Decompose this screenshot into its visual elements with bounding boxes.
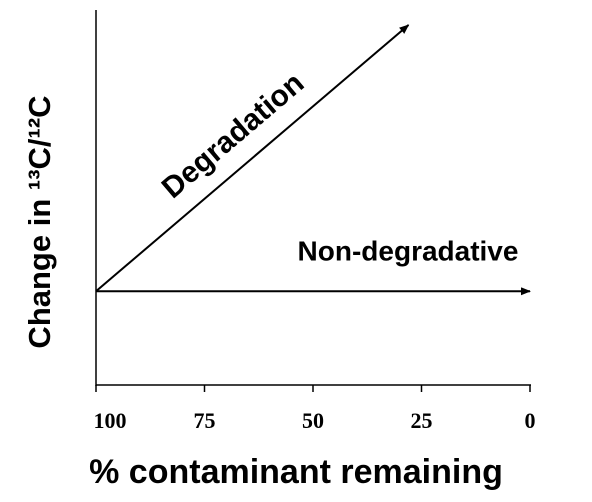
x-tick-label: 25 bbox=[411, 408, 433, 433]
x-tick-label: 50 bbox=[302, 408, 324, 433]
series-label: Non-degradative bbox=[298, 236, 519, 267]
y-axis-label: Change in ¹³C/¹²C bbox=[22, 95, 57, 348]
x-tick-label: 75 bbox=[194, 408, 216, 433]
series-label: Degradation bbox=[156, 66, 311, 205]
x-tick-label: 0 bbox=[525, 408, 536, 433]
arrow-line bbox=[95, 24, 410, 293]
x-axis-label: % contaminant remaining bbox=[89, 453, 503, 491]
x-tick-label: 100 bbox=[94, 408, 127, 433]
